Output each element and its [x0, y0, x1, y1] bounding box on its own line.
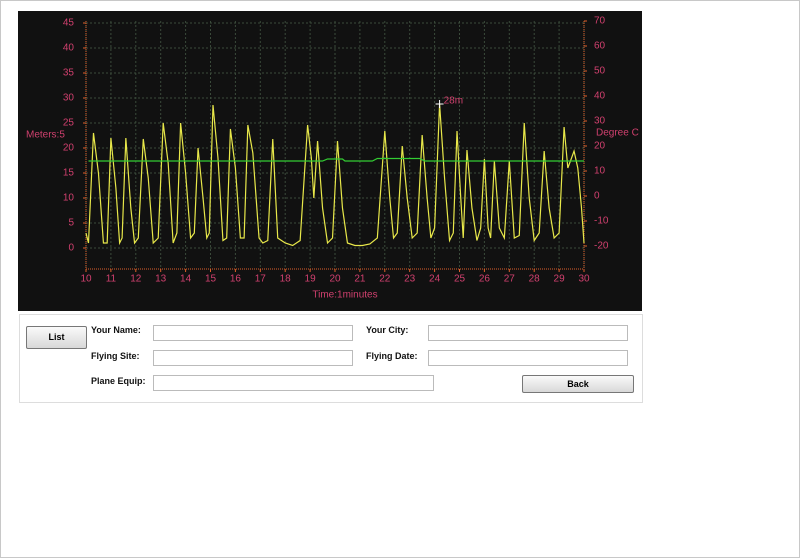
field-label: Your Name:: [91, 325, 141, 335]
series-line: [88, 157, 584, 162]
y2-tick-label: -20: [594, 241, 609, 252]
x-tick-label: 29: [554, 274, 566, 285]
x-tick-label: 22: [379, 274, 391, 285]
field-label: Plane Equip:: [91, 376, 146, 386]
text-input[interactable]: [428, 350, 628, 366]
y-tick-label: 35: [63, 68, 75, 79]
y2-tick-label: 40: [594, 91, 606, 102]
y-tick-label: 40: [63, 43, 75, 54]
y-tick-label: 5: [68, 218, 74, 229]
field-label: Flying Date:: [366, 351, 418, 361]
text-input[interactable]: [153, 325, 353, 341]
x-tick-label: 17: [255, 274, 267, 285]
y-axis-label: Meters:5: [26, 130, 65, 141]
y-tick-label: 20: [63, 143, 75, 154]
field-label: Flying Site:: [91, 351, 140, 361]
x-tick-label: 25: [454, 274, 466, 285]
x-tick-label: 11: [106, 274, 117, 285]
y2-tick-label: 60: [594, 41, 606, 52]
y2-tick-label: 50: [594, 66, 606, 77]
x-tick-label: 21: [354, 274, 366, 285]
back-button[interactable]: Back: [522, 375, 634, 393]
y2-tick-label: 70: [594, 16, 606, 27]
y-tick-label: 30: [63, 93, 75, 104]
x-tick-label: 13: [155, 274, 167, 285]
x-tick-label: 18: [280, 274, 292, 285]
x-tick-label: 14: [180, 274, 192, 285]
x-tick-label: 23: [404, 274, 416, 285]
text-input[interactable]: [153, 350, 353, 366]
x-tick-label: 12: [130, 274, 142, 285]
list-button[interactable]: List: [26, 326, 87, 349]
chart: 0 5 10 15 20 25 30 35 40 45 -20 -10 0 10 20 30 40 50 60 70 1…: [18, 11, 642, 311]
x-tick-label: 26: [479, 274, 491, 285]
x-tick-label: 20: [329, 274, 341, 285]
y-tick-label: 0: [68, 243, 74, 254]
y-tick-label: 10: [63, 193, 75, 204]
x-tick-label: 30: [578, 274, 590, 285]
y2-tick-label: 30: [594, 116, 606, 127]
x-tick-label: 15: [205, 274, 217, 285]
x-tick-label: 10: [80, 274, 92, 285]
x-tick-label: 24: [429, 274, 441, 285]
y-tick-label: 25: [63, 118, 75, 129]
form-panel: List Your Name: Your City: Flying Site: …: [19, 314, 643, 403]
y2-axis-label: Degree C: [596, 128, 639, 139]
x-tick-label: 27: [504, 274, 516, 285]
y-tick-label: 15: [63, 168, 75, 179]
x-tick-label: 19: [305, 274, 317, 285]
x-axis-label: Time:1minutes: [312, 290, 377, 301]
annotation-marker: [435, 100, 444, 108]
x-tick-label: 28: [529, 274, 541, 285]
annotation: 28m: [444, 96, 463, 107]
y2-tick-label: -10: [594, 216, 609, 227]
y2-tick-label: 20: [594, 141, 606, 152]
y2-tick-label: 0: [594, 191, 600, 202]
field-label: Your City:: [366, 325, 409, 335]
text-input[interactable]: [153, 375, 434, 391]
x-tick-label: 16: [230, 274, 242, 285]
series-line: [85, 103, 585, 247]
y-tick-label: 45: [63, 18, 75, 29]
y2-tick-label: 10: [594, 166, 606, 177]
text-input[interactable]: [428, 325, 628, 341]
